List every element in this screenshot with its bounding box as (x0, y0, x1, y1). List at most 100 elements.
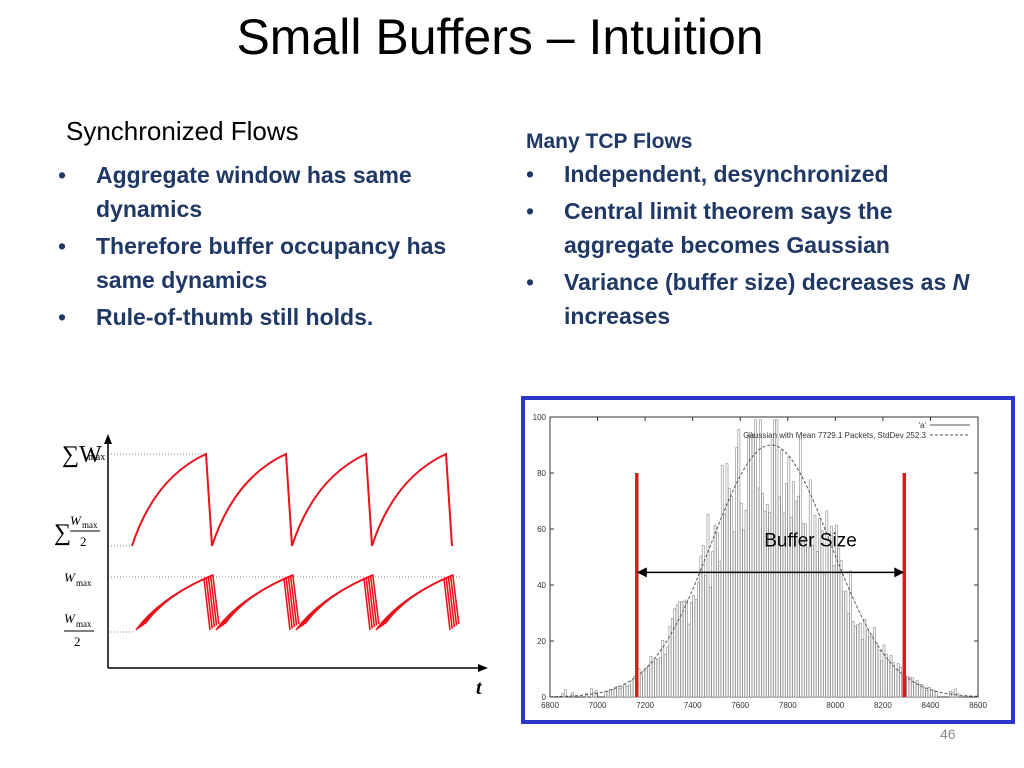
y-tick-label: 40 (537, 581, 546, 590)
histogram-bar (932, 689, 936, 698)
histogram-bar (590, 688, 593, 698)
flow-tooth (375, 577, 451, 631)
flow-tooth (137, 576, 213, 629)
left-bullet-list: • Aggregate window has same dynamics • The… (58, 158, 508, 337)
histogram-bar (651, 660, 655, 698)
histogram-bar (571, 692, 574, 698)
label-half-den: 2 (74, 634, 81, 649)
label-sumhalf-num-sub: max (82, 520, 98, 530)
y-tick-label: 20 (537, 637, 546, 646)
histogram-bar (925, 690, 929, 698)
histogram-bar (742, 529, 745, 698)
x-axis-arrow-icon (478, 664, 488, 672)
sync-flows-diagram: ∑W max ∑ W max 2 W max W max 2 t (54, 434, 488, 699)
histogram-bar (927, 686, 931, 698)
histogram-bar (820, 530, 824, 698)
left-bullet-item: • Therefore buffer occupancy has same dyn… (58, 229, 508, 297)
arrow-left-icon (636, 567, 647, 578)
diagram-y-labels: ∑W max ∑ W max 2 W max W max 2 (54, 442, 105, 649)
histogram-bar (899, 667, 902, 698)
histogram-bar (896, 663, 900, 698)
right-bullet-text: Independent, desynchronized (564, 161, 889, 187)
y-tick-label: 100 (533, 413, 547, 422)
histogram-bar (623, 684, 627, 698)
histogram-bar (839, 560, 843, 698)
histogram-bar (709, 586, 712, 698)
flow-tooth (224, 573, 300, 625)
histogram-bar (628, 684, 631, 698)
x-tick-label: 7800 (779, 701, 797, 710)
x-tick-label: 8200 (874, 701, 892, 710)
histogram-bar (811, 544, 814, 698)
y-axis-arrow-icon (104, 434, 112, 444)
aggregate-tooth (291, 452, 373, 547)
label-sumhalf-den: 2 (80, 534, 87, 549)
histogram-bar (844, 590, 848, 698)
histogram-bar (873, 627, 876, 698)
histogram-bar (799, 437, 803, 698)
histogram-bar (842, 591, 845, 698)
left-bullet-item: • Rule-of-thumb still holds. (58, 300, 508, 334)
histogram-bar (780, 449, 784, 698)
histogram-bar (663, 654, 667, 698)
histogram-bar (887, 660, 891, 698)
histogram-bar (930, 689, 933, 698)
flow-tooth (139, 575, 216, 628)
histogram-bar (761, 493, 765, 698)
histogram-bar (732, 531, 736, 698)
x-tick-label: 8000 (826, 701, 844, 710)
histogram-bar (846, 613, 850, 698)
right-bullet-list: • Independent, desynchronized • Central li… (526, 157, 996, 336)
histogram-bar (689, 602, 693, 698)
histogram-bar (868, 636, 872, 698)
y-tick-label: 60 (537, 525, 546, 534)
histogram-bar (796, 495, 800, 698)
histogram-bar (913, 682, 917, 698)
histogram-bar (730, 496, 734, 698)
arrow-right-icon (894, 567, 905, 578)
label-sum-sub: max (88, 452, 105, 463)
gaussian-curve (550, 444, 978, 698)
bullet-dot-icon: • (526, 198, 535, 224)
histogram-bar (670, 618, 674, 698)
histogram-bar (889, 655, 893, 698)
histogram-bar (661, 640, 665, 698)
histogram-bar (856, 624, 860, 698)
histogram-bar (870, 634, 874, 698)
histogram-bar (756, 487, 760, 698)
label-wmax-sub: max (76, 578, 92, 588)
x-tick-label: 6800 (541, 701, 559, 710)
histogram-bars (561, 419, 959, 698)
histogram-bar (616, 686, 619, 698)
flow-tooth (301, 574, 378, 626)
histogram-bar (808, 479, 812, 698)
right-bullet-text-post: increases (564, 303, 671, 329)
histogram-bar (908, 676, 912, 698)
histogram-bar (785, 483, 788, 698)
flow-tooth (219, 575, 296, 628)
left-bullet-text: Therefore buffer occupancy has same dyna… (96, 233, 447, 293)
histogram-bar (675, 604, 679, 698)
right-bullet-item: • Independent, desynchronized (526, 157, 996, 191)
histogram-bar (621, 686, 624, 698)
histogram-bar (861, 639, 864, 698)
flow-tooth (144, 573, 220, 625)
label-sumhalf-num: W (70, 513, 82, 528)
x-tick-label: 8600 (969, 701, 987, 710)
histogram-chart: 6800 7000 7200 7400 7600 7800 8000 8200 8400 8600… (521, 396, 1015, 724)
histogram-bar (763, 510, 767, 698)
histogram-bar (625, 685, 629, 698)
histogram-bar (915, 680, 919, 698)
left-bullet-text: Aggregate window has same dynamics (96, 162, 412, 222)
legend-entry-a: 'a' (918, 421, 926, 430)
left-heading: Synchronized Flows (66, 116, 299, 146)
histogram-bar (701, 545, 705, 698)
aggregate-tooth (371, 452, 453, 547)
histogram-bar (823, 574, 826, 698)
histogram-bar (692, 595, 696, 698)
histogram-bar (923, 687, 926, 698)
histogram-bar (894, 668, 898, 698)
flow-tooth (215, 577, 291, 631)
histogram-bar (697, 582, 700, 698)
histogram-bar (782, 512, 786, 698)
